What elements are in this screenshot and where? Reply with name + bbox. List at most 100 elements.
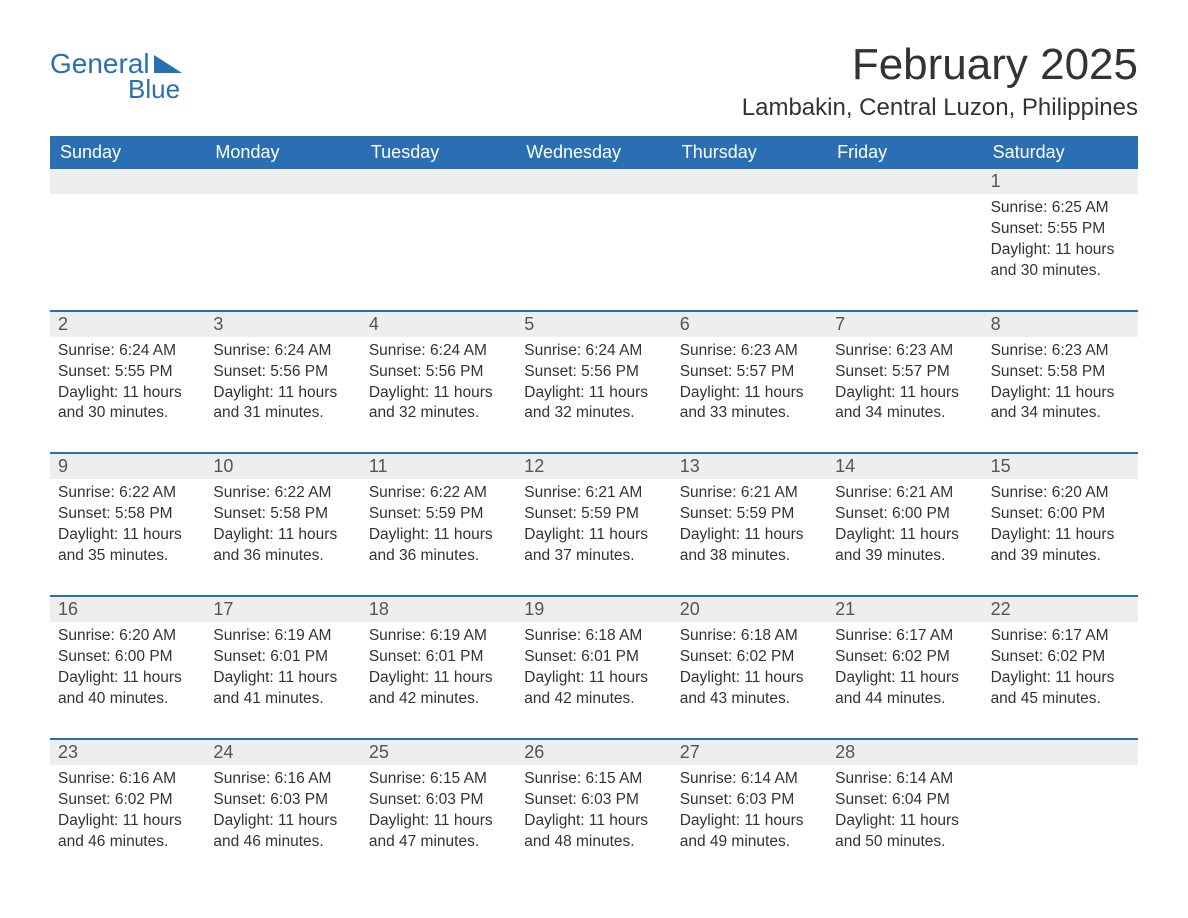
day-day2: and 46 minutes. [213, 832, 352, 853]
daynum-row: 16171819202122 [50, 597, 1138, 622]
day-day2: and 46 minutes. [58, 832, 197, 853]
day-cell: Sunrise: 6:22 AMSunset: 5:58 PMDaylight:… [50, 479, 205, 573]
day-sunrise: Sunrise: 6:19 AM [369, 626, 508, 647]
day-sunset: Sunset: 5:58 PM [58, 504, 197, 525]
day-day1: Daylight: 11 hours [58, 525, 197, 546]
day-sunset: Sunset: 6:03 PM [213, 790, 352, 811]
day-day2: and 35 minutes. [58, 546, 197, 567]
day-cell [827, 194, 982, 288]
week-row: 2345678Sunrise: 6:24 AMSunset: 5:55 PMDa… [50, 310, 1138, 431]
day-sunset: Sunset: 5:57 PM [680, 362, 819, 383]
day-day1: Daylight: 11 hours [58, 383, 197, 404]
day-day1: Daylight: 11 hours [835, 525, 974, 546]
day-sunset: Sunset: 6:02 PM [991, 647, 1130, 668]
header: General Blue February 2025 Lambakin, Cen… [50, 40, 1138, 122]
day-day1: Daylight: 11 hours [58, 811, 197, 832]
day-number [983, 740, 1138, 765]
day-day1: Daylight: 11 hours [991, 668, 1130, 689]
day-cell: Sunrise: 6:22 AMSunset: 5:59 PMDaylight:… [361, 479, 516, 573]
day-sunset: Sunset: 5:57 PM [835, 362, 974, 383]
day-day1: Daylight: 11 hours [991, 240, 1130, 261]
day-sunset: Sunset: 6:01 PM [369, 647, 508, 668]
day-number: 4 [361, 312, 516, 337]
day-number: 10 [205, 454, 360, 479]
day-sunrise: Sunrise: 6:24 AM [58, 341, 197, 362]
day-cell: Sunrise: 6:14 AMSunset: 6:04 PMDaylight:… [827, 765, 982, 859]
day-cell: Sunrise: 6:15 AMSunset: 6:03 PMDaylight:… [361, 765, 516, 859]
day-cell: Sunrise: 6:18 AMSunset: 6:02 PMDaylight:… [672, 622, 827, 716]
day-number: 22 [983, 597, 1138, 622]
day-day2: and 39 minutes. [835, 546, 974, 567]
day-cell [205, 194, 360, 288]
day-number: 12 [516, 454, 671, 479]
day-day1: Daylight: 11 hours [524, 383, 663, 404]
day-day1: Daylight: 11 hours [991, 525, 1130, 546]
day-day2: and 40 minutes. [58, 689, 197, 710]
day-sunrise: Sunrise: 6:16 AM [213, 769, 352, 790]
day-day2: and 36 minutes. [369, 546, 508, 567]
month-title: February 2025 [742, 40, 1138, 90]
day-sunset: Sunset: 5:56 PM [524, 362, 663, 383]
day-sunrise: Sunrise: 6:16 AM [58, 769, 197, 790]
day-day2: and 31 minutes. [213, 403, 352, 424]
day-cell: Sunrise: 6:18 AMSunset: 6:01 PMDaylight:… [516, 622, 671, 716]
day-day2: and 42 minutes. [524, 689, 663, 710]
day-cell: Sunrise: 6:15 AMSunset: 6:03 PMDaylight:… [516, 765, 671, 859]
day-number: 1 [983, 169, 1138, 194]
day-number: 15 [983, 454, 1138, 479]
day-day1: Daylight: 11 hours [369, 668, 508, 689]
day-sunrise: Sunrise: 6:20 AM [991, 483, 1130, 504]
day-sunrise: Sunrise: 6:20 AM [58, 626, 197, 647]
day-day1: Daylight: 11 hours [213, 668, 352, 689]
daynum-row: 2345678 [50, 312, 1138, 337]
day-sunrise: Sunrise: 6:22 AM [369, 483, 508, 504]
day-day1: Daylight: 11 hours [680, 668, 819, 689]
day-day2: and 42 minutes. [369, 689, 508, 710]
day-sunset: Sunset: 6:01 PM [524, 647, 663, 668]
day-sunrise: Sunrise: 6:22 AM [213, 483, 352, 504]
day-day2: and 34 minutes. [835, 403, 974, 424]
day-day2: and 44 minutes. [835, 689, 974, 710]
day-day1: Daylight: 11 hours [680, 383, 819, 404]
day-sunset: Sunset: 5:59 PM [524, 504, 663, 525]
day-day2: and 45 minutes. [991, 689, 1130, 710]
day-cell: Sunrise: 6:23 AMSunset: 5:58 PMDaylight:… [983, 337, 1138, 431]
day-number: 7 [827, 312, 982, 337]
day-cell: Sunrise: 6:25 AMSunset: 5:55 PMDaylight:… [983, 194, 1138, 288]
weeks-container: 1Sunrise: 6:25 AMSunset: 5:55 PMDaylight… [50, 169, 1138, 858]
day-day2: and 39 minutes. [991, 546, 1130, 567]
day-sunset: Sunset: 5:55 PM [58, 362, 197, 383]
day-sunset: Sunset: 6:00 PM [835, 504, 974, 525]
day-cell: Sunrise: 6:21 AMSunset: 5:59 PMDaylight:… [672, 479, 827, 573]
daynum-row: 232425262728 [50, 740, 1138, 765]
day-number: 24 [205, 740, 360, 765]
day-day2: and 43 minutes. [680, 689, 819, 710]
day-cell: Sunrise: 6:22 AMSunset: 5:58 PMDaylight:… [205, 479, 360, 573]
day-cell [672, 194, 827, 288]
day-number: 2 [50, 312, 205, 337]
day-day1: Daylight: 11 hours [680, 811, 819, 832]
day-sunrise: Sunrise: 6:24 AM [369, 341, 508, 362]
day-sunrise: Sunrise: 6:14 AM [835, 769, 974, 790]
day-cell: Sunrise: 6:17 AMSunset: 6:02 PMDaylight:… [983, 622, 1138, 716]
day-sunrise: Sunrise: 6:24 AM [213, 341, 352, 362]
day-number: 19 [516, 597, 671, 622]
day-number: 8 [983, 312, 1138, 337]
day-day1: Daylight: 11 hours [369, 383, 508, 404]
week-row: 232425262728Sunrise: 6:16 AMSunset: 6:02… [50, 738, 1138, 859]
weekday-friday: Friday [827, 136, 982, 169]
day-day1: Daylight: 11 hours [835, 668, 974, 689]
weekday-thursday: Thursday [672, 136, 827, 169]
day-day1: Daylight: 11 hours [58, 668, 197, 689]
day-number: 25 [361, 740, 516, 765]
day-sunset: Sunset: 5:56 PM [213, 362, 352, 383]
logo-word-blue: Blue [128, 74, 180, 105]
day-sunrise: Sunrise: 6:21 AM [835, 483, 974, 504]
day-day2: and 34 minutes. [991, 403, 1130, 424]
day-cell: Sunrise: 6:23 AMSunset: 5:57 PMDaylight:… [672, 337, 827, 431]
day-cell: Sunrise: 6:24 AMSunset: 5:56 PMDaylight:… [516, 337, 671, 431]
day-cell: Sunrise: 6:20 AMSunset: 6:00 PMDaylight:… [50, 622, 205, 716]
day-day1: Daylight: 11 hours [835, 383, 974, 404]
day-number: 14 [827, 454, 982, 479]
day-cell: Sunrise: 6:24 AMSunset: 5:56 PMDaylight:… [205, 337, 360, 431]
